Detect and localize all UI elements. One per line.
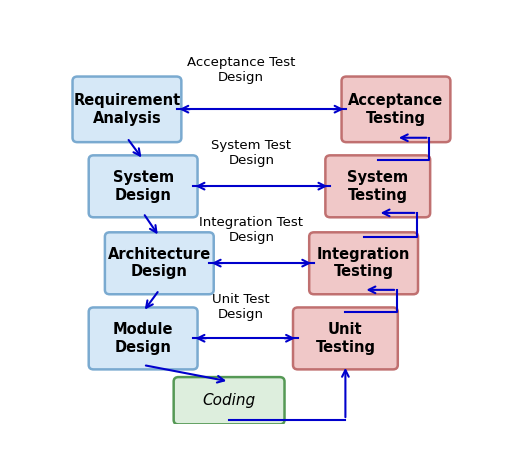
Text: System
Design: System Design: [113, 170, 174, 202]
FancyBboxPatch shape: [341, 77, 450, 142]
FancyBboxPatch shape: [293, 307, 398, 369]
Text: Unit
Testing: Unit Testing: [315, 322, 375, 355]
FancyBboxPatch shape: [325, 155, 430, 217]
Text: Architecture
Design: Architecture Design: [108, 247, 211, 279]
Text: Coding: Coding: [203, 393, 256, 408]
FancyBboxPatch shape: [174, 377, 284, 425]
Text: Unit Test
Design: Unit Test Design: [212, 293, 270, 321]
FancyBboxPatch shape: [73, 77, 181, 142]
Text: Integration
Testing: Integration Testing: [317, 247, 410, 279]
Text: Acceptance Test
Design: Acceptance Test Design: [187, 56, 295, 84]
Text: Module
Design: Module Design: [113, 322, 173, 355]
FancyBboxPatch shape: [105, 232, 213, 294]
Text: Requirement
Analysis: Requirement Analysis: [73, 93, 181, 126]
FancyBboxPatch shape: [309, 232, 418, 294]
Text: System Test
Design: System Test Design: [211, 139, 291, 167]
FancyBboxPatch shape: [89, 307, 197, 369]
Text: Integration Test
Design: Integration Test Design: [199, 216, 303, 244]
Text: Acceptance
Testing: Acceptance Testing: [348, 93, 444, 126]
Text: System
Testing: System Testing: [347, 170, 408, 202]
FancyBboxPatch shape: [89, 155, 197, 217]
